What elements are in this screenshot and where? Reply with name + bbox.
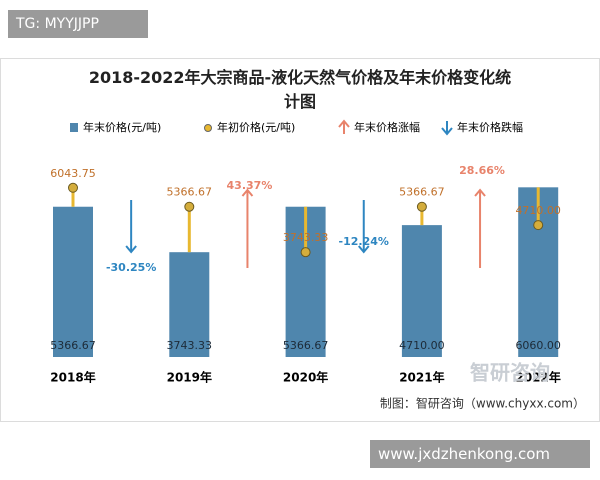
legend-label: 年末价格(元/吨): [83, 120, 161, 134]
legend-label: 年末价格涨幅: [354, 120, 420, 134]
bar: [53, 206, 93, 357]
legend-label: 年末价格跌幅: [457, 120, 523, 134]
arrow-head: [338, 119, 350, 128]
x-tick-label: 2019年: [167, 370, 212, 385]
source: 制图：智研咨询（www.chyxx.com）: [380, 396, 585, 411]
logo-watermark: 智研咨询: [470, 361, 550, 385]
arrow-head: [474, 188, 486, 197]
x-tick-label: 2022年: [515, 370, 560, 385]
change-label: -12.24%: [339, 235, 389, 248]
change-label: 43.37%: [227, 179, 273, 192]
start-dot: [416, 201, 427, 212]
legend-swatch: [204, 124, 212, 132]
start-dot: [533, 220, 544, 231]
start-dot: [184, 201, 195, 212]
legend-label: 年初价格(元/吨): [217, 120, 295, 134]
change-arrow: [125, 200, 137, 254]
change-label: -30.25%: [106, 261, 156, 274]
change-arrow: [357, 200, 370, 254]
bar-value-label: 5366.67: [283, 339, 329, 352]
arrow-head: [125, 245, 137, 254]
x-tick-label: 2018年: [50, 370, 95, 385]
start-dot: [68, 182, 78, 193]
start-value-label: 5366.67: [167, 186, 213, 199]
x-tick-label: 2021年: [399, 370, 444, 385]
change-label: 28.66%: [459, 164, 505, 177]
x-tick-label: 2020年: [283, 370, 328, 385]
bar-value-label: 5366.67: [50, 339, 96, 352]
bar: [169, 252, 210, 357]
bar: [401, 225, 442, 357]
start-value-label: 6043.75: [50, 167, 96, 180]
arrow-head: [241, 188, 254, 197]
change-arrow: [474, 188, 486, 268]
arrow-head: [441, 127, 453, 136]
watermark: TG: MYYJJPP: [8, 10, 148, 38]
bar-value-label: 6060.00: [515, 339, 561, 352]
start-dot: [300, 247, 311, 258]
start-value-label: 4710.00: [515, 204, 561, 217]
bar-value-label: 4710.00: [399, 339, 445, 352]
start-value-label: 5366.67: [399, 186, 445, 199]
change-arrow: [241, 188, 254, 268]
bar-value-label: 3743.33: [167, 339, 213, 352]
watermark: www.jxdzhenkong.com: [370, 440, 590, 468]
arrow-head: [357, 245, 370, 254]
legend-swatch: [70, 123, 78, 132]
start-value-label: 3743.33: [283, 231, 329, 244]
chart-title: 2018-2022年大宗商品-液化天然气价格及年末价格变化统计图: [88, 68, 512, 111]
